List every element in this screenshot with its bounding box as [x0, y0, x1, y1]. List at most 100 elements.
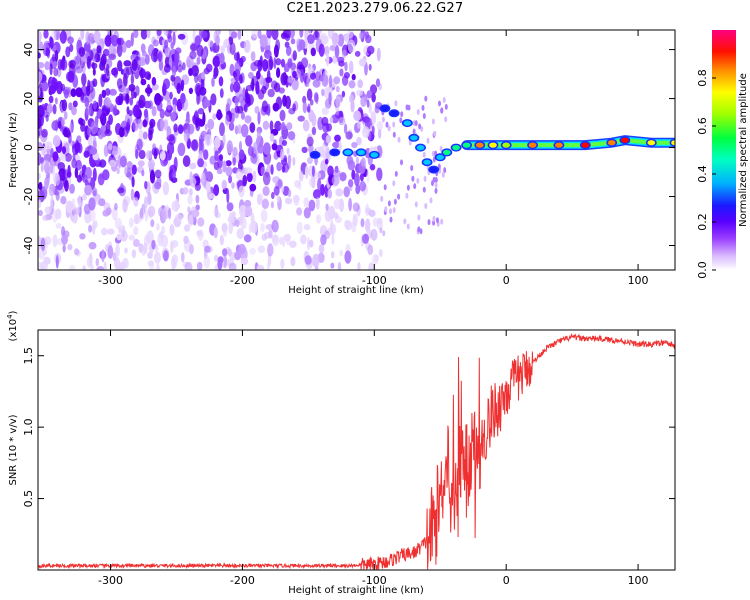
heatmap-cell	[53, 67, 59, 77]
heatmap-cell	[207, 118, 215, 130]
heatmap-cell	[183, 129, 189, 143]
heatmap-cell	[245, 135, 253, 147]
heatmap-cell	[370, 228, 378, 241]
heatmap-cell	[174, 50, 180, 65]
heatmap-cell	[338, 140, 342, 153]
heatmap-cell	[256, 264, 265, 270]
heatmap-cell	[130, 73, 135, 85]
heatmap-cell	[73, 248, 80, 256]
heatmap-cell	[310, 72, 317, 80]
heatmap-cell	[362, 126, 370, 139]
heatmap-cell	[133, 197, 139, 207]
heatmap-cell	[72, 100, 78, 108]
heatmap-cell	[242, 174, 247, 187]
heatmap-cell	[66, 170, 72, 178]
heatmap-cell	[327, 85, 333, 97]
heatmap-cell	[46, 103, 53, 114]
heatmap-cell	[327, 189, 333, 199]
heatmap-cell	[87, 136, 92, 148]
heatmap-cell	[322, 35, 329, 45]
heatmap-cell	[91, 62, 98, 69]
heatmap-cell	[298, 170, 304, 182]
heatmap-cell	[368, 209, 376, 217]
heatmap-cell	[169, 91, 173, 100]
heatmap-cell	[163, 63, 171, 73]
heatmap-cell	[356, 89, 363, 96]
heatmap-cell	[417, 226, 421, 233]
heatmap-cell	[423, 175, 427, 182]
heatmap-cell	[68, 102, 73, 111]
heatmap-cell	[264, 231, 271, 239]
heatmap-cell	[296, 221, 303, 235]
heatmap-cell	[318, 243, 325, 254]
heatmap-cell	[60, 83, 66, 92]
heatmap-cell	[400, 111, 404, 118]
signal-blob	[607, 140, 616, 146]
heatmap-cell	[344, 250, 352, 264]
heatmap-cell	[279, 109, 286, 122]
heatmap-cell	[118, 127, 125, 138]
heatmap-cell	[257, 30, 262, 39]
heatmap-cell	[352, 213, 358, 227]
heatmap-cell	[331, 32, 340, 45]
heatmap-cell	[343, 186, 351, 198]
heatmap-cell	[222, 248, 228, 257]
heatmap-cell	[234, 251, 242, 261]
heatmap-cell	[269, 56, 273, 70]
heatmap-cell	[62, 245, 66, 253]
heatmap-cell	[367, 244, 374, 255]
heatmap-cell	[82, 265, 86, 270]
heatmap-cell	[98, 93, 103, 108]
signal-blob	[344, 149, 352, 155]
spectrogram-y-tick-label: 20	[22, 92, 35, 106]
signal-blob	[423, 159, 431, 165]
heatmap-cell	[382, 230, 386, 237]
heatmap-cell	[232, 157, 236, 166]
heatmap-cell	[252, 170, 257, 183]
heatmap-cell	[42, 215, 50, 221]
heatmap-cell	[236, 228, 245, 240]
spectrogram-heatmap	[38, 30, 448, 270]
heatmap-cell	[128, 234, 136, 241]
heatmap-cell	[143, 108, 149, 118]
heatmap-cell	[166, 100, 172, 111]
heatmap-cell	[267, 88, 275, 98]
heatmap-cell	[124, 166, 128, 176]
heatmap-cell	[48, 183, 56, 197]
heatmap-cell	[337, 261, 342, 270]
heatmap-cell	[230, 31, 238, 39]
heatmap-cell	[251, 30, 259, 39]
heatmap-cell	[228, 262, 237, 270]
colorbar: 0.0 0.2 0.4 0.6 0.8 Normalized spectral ampl…	[696, 30, 749, 279]
heatmap-cell	[295, 68, 301, 79]
heatmap-cell	[141, 169, 145, 177]
heatmap-cell	[261, 100, 268, 113]
heatmap-cell	[85, 106, 92, 116]
heatmap-cell	[143, 196, 148, 209]
heatmap-cell	[407, 104, 411, 111]
heatmap-cell	[50, 159, 54, 174]
heatmap-cell	[260, 222, 265, 233]
heatmap-cell	[52, 104, 57, 115]
heatmap-cell	[122, 198, 128, 213]
heatmap-cell	[238, 149, 245, 160]
heatmap-cell	[64, 152, 72, 162]
heatmap-cell	[128, 109, 133, 117]
heatmap-cell	[38, 181, 43, 191]
heatmap-cell	[257, 245, 266, 253]
heatmap-cell	[307, 103, 311, 113]
heatmap-cell	[336, 56, 345, 63]
heatmap-cell	[191, 209, 200, 218]
colorbar-ticks: 0.0 0.2 0.4 0.6 0.8	[696, 69, 716, 279]
heatmap-cell	[144, 208, 148, 222]
heatmap-cell	[234, 105, 240, 114]
heatmap-cell	[105, 120, 111, 135]
heatmap-cell	[427, 219, 431, 226]
heatmap-cell	[273, 44, 279, 58]
heatmap-cell	[118, 154, 122, 169]
heatmap-cell	[410, 165, 414, 171]
snr-y-ticks: 0.5 1.0 1.5	[22, 347, 675, 507]
heatmap-cell	[325, 134, 332, 144]
heatmap-cell	[213, 254, 219, 262]
heatmap-cell	[237, 124, 242, 134]
